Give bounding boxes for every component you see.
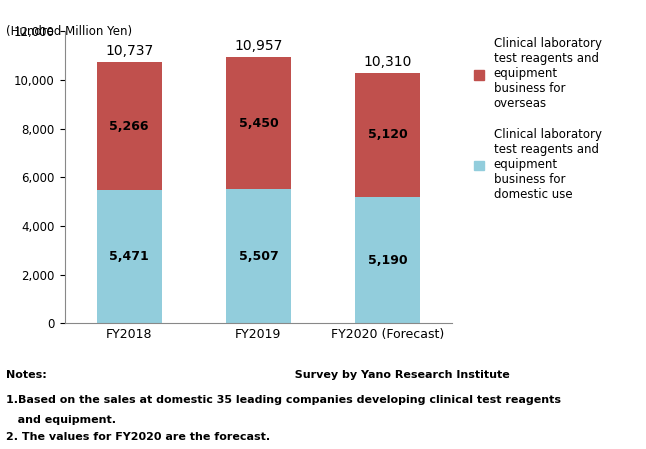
Text: 5,266: 5,266: [109, 120, 149, 133]
Text: 5,471: 5,471: [109, 250, 149, 263]
Text: 5,450: 5,450: [238, 117, 278, 130]
Text: 2. The values for FY2020 are the forecast.: 2. The values for FY2020 are the forecas…: [6, 432, 271, 442]
Text: and equipment.: and equipment.: [6, 415, 116, 425]
Text: 5,190: 5,190: [368, 254, 408, 267]
Text: (Hundred Million Yen): (Hundred Million Yen): [6, 25, 132, 38]
Text: 1.Based on the sales at domestic 35 leading companies developing clinical test r: 1.Based on the sales at domestic 35 lead…: [6, 395, 561, 405]
Bar: [355, 73, 420, 197]
Bar: [226, 189, 291, 323]
Bar: [97, 190, 162, 323]
Bar: [97, 62, 162, 190]
Text: 10,737: 10,737: [105, 44, 153, 58]
Text: 5,120: 5,120: [368, 128, 408, 141]
Text: 5,507: 5,507: [238, 250, 278, 263]
Text: 10,957: 10,957: [234, 39, 282, 53]
Text: 10,310: 10,310: [364, 55, 412, 69]
Bar: [226, 57, 291, 189]
Bar: [355, 197, 420, 323]
Text: Notes:                                                                Survey by : Notes: Survey by: [6, 370, 510, 380]
Legend: Clinical laboratory
test reagents and
equipment
business for
overseas, Clinical : Clinical laboratory test reagents and eq…: [474, 37, 601, 201]
